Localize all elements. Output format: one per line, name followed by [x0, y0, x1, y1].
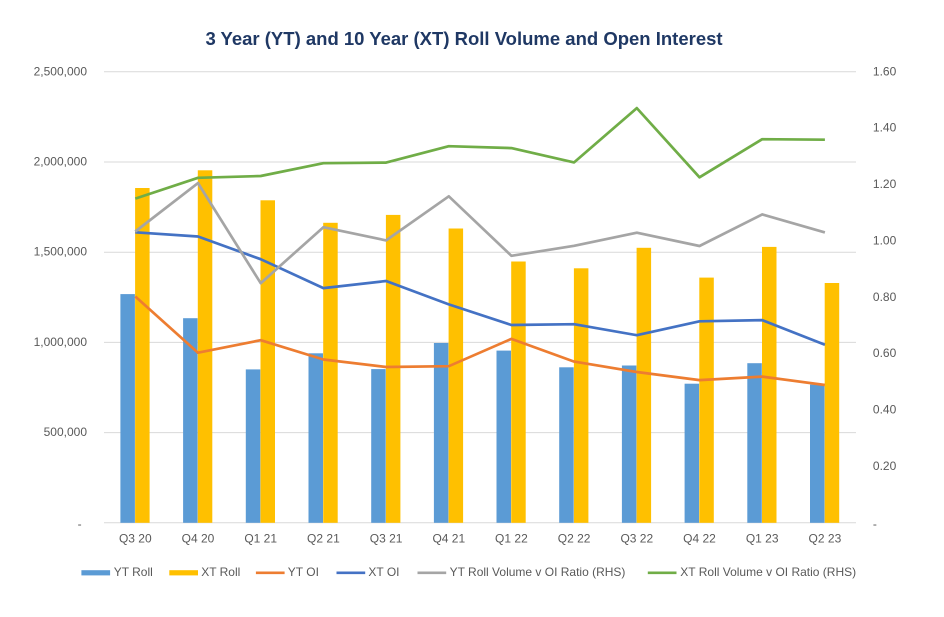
- svg-text:Q3 20: Q3 20: [119, 532, 152, 546]
- svg-text:XT Roll Volume v OI Ratio (RHS: XT Roll Volume v OI Ratio (RHS): [680, 565, 856, 579]
- svg-text:Q4 21: Q4 21: [432, 532, 465, 546]
- svg-text:YT OI: YT OI: [288, 565, 319, 579]
- svg-text:XT Roll: XT Roll: [201, 565, 240, 579]
- svg-text:-: -: [873, 517, 877, 531]
- svg-text:500,000: 500,000: [44, 425, 88, 439]
- svg-text:Q4 20: Q4 20: [182, 532, 215, 546]
- svg-text:Q2 23: Q2 23: [809, 532, 842, 546]
- svg-text:Q1 22: Q1 22: [495, 532, 528, 546]
- svg-text:Q3 22: Q3 22: [620, 532, 653, 546]
- svg-text:2,500,000: 2,500,000: [34, 64, 88, 78]
- svg-text:Q1 21: Q1 21: [244, 532, 277, 546]
- svg-text:YT Roll: YT Roll: [114, 565, 153, 579]
- svg-text:0.60: 0.60: [873, 346, 897, 360]
- svg-text:0.80: 0.80: [873, 290, 897, 304]
- svg-text:0.40: 0.40: [873, 403, 897, 417]
- svg-text:1.20: 1.20: [873, 177, 897, 191]
- svg-text:Q2 21: Q2 21: [307, 532, 340, 546]
- svg-text:Q1 23: Q1 23: [746, 532, 779, 546]
- svg-text:0.20: 0.20: [873, 459, 897, 473]
- svg-text:1,500,000: 1,500,000: [34, 245, 88, 259]
- svg-text:2,000,000: 2,000,000: [34, 155, 88, 169]
- svg-text:-: -: [78, 517, 82, 531]
- svg-text:1,000,000: 1,000,000: [34, 335, 88, 349]
- svg-text:YT Roll Volume v OI Ratio (RHS: YT Roll Volume v OI Ratio (RHS): [450, 565, 626, 579]
- svg-text:1.40: 1.40: [873, 121, 897, 135]
- svg-text:Q4 22: Q4 22: [683, 532, 716, 546]
- svg-text:Q2 22: Q2 22: [558, 532, 591, 546]
- svg-text:XT OI: XT OI: [368, 565, 399, 579]
- svg-text:1.00: 1.00: [873, 233, 897, 247]
- svg-text:3 Year (YT) and 10 Year (XT) R: 3 Year (YT) and 10 Year (XT) Roll Volume…: [205, 28, 722, 49]
- svg-text:Q3 21: Q3 21: [370, 532, 403, 546]
- svg-text:1.60: 1.60: [873, 64, 897, 78]
